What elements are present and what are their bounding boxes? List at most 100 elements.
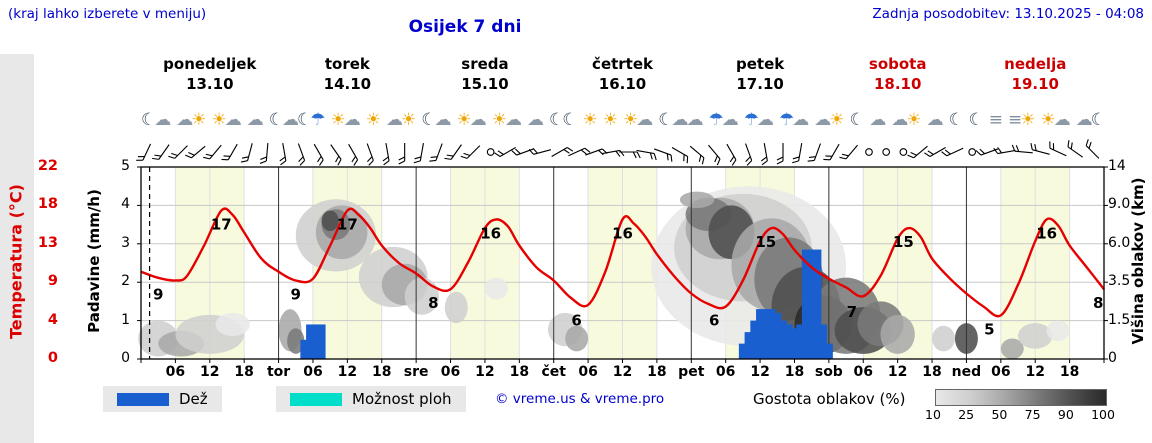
- cloud-blob: [358, 246, 428, 308]
- cloud-height-tick: 14: [1108, 158, 1126, 174]
- wind-barb-icon: [279, 143, 287, 166]
- x-axis-time-label: 18: [922, 364, 941, 380]
- cloud-blob: [674, 193, 812, 302]
- cloud-blob: [287, 328, 305, 354]
- day-date: 16.10: [598, 75, 647, 93]
- daylight-band: [175, 167, 245, 359]
- x-axis-time-label: 18: [647, 364, 666, 380]
- weather-icon: ☁: [434, 110, 452, 130]
- temperature-value-label: 6: [571, 312, 581, 330]
- weather-icon: ☾: [968, 110, 984, 130]
- wind-barb-icon: [168, 145, 188, 159]
- day-header-torek: torek 14.10: [279, 54, 417, 96]
- day-name: sreda: [461, 55, 509, 73]
- precipitation-tick: 2: [121, 273, 130, 290]
- weather-icon: ☁☾: [1075, 110, 1106, 130]
- weather-icon: ☀☁: [491, 110, 522, 130]
- cloud-blob: [834, 307, 892, 354]
- x-axis-time-label: 12: [888, 364, 907, 380]
- temperature-value-label: 9: [291, 285, 301, 303]
- temperature-value-label: 6: [709, 312, 719, 330]
- weather-icon: ☾☂: [297, 110, 326, 130]
- temperature-value-label: 16: [612, 224, 633, 242]
- wind-calm-icon: [968, 148, 977, 156]
- page-title: Osijek 7 dni: [408, 17, 522, 37]
- last-updated: Zadnja posodobitev: 13.10.2025 - 04:08: [872, 6, 1144, 22]
- wind-barb-icon: [839, 144, 858, 160]
- temperature-value-label: 8: [1093, 294, 1103, 312]
- weather-icon: ☂☁: [779, 110, 809, 130]
- cloud-height-tick: 3.5: [1108, 273, 1131, 290]
- weather-icon: ☀: [582, 110, 598, 130]
- temperature-axis-ticks: 22 18 13 9 4 0: [28, 0, 58, 443]
- x-axis-time-label: 06: [991, 364, 1010, 380]
- precipitation-tick: 0: [121, 350, 130, 366]
- cloud-blob: [138, 320, 179, 357]
- wind-barb-icon: [494, 147, 516, 157]
- daylight-band: [312, 167, 382, 359]
- cloud-blob: [547, 312, 583, 347]
- density-tick: 50: [991, 407, 1008, 422]
- cloud-blob: [932, 325, 955, 352]
- density-tick: 75: [1024, 407, 1041, 422]
- x-axis-time-label: 06: [716, 364, 735, 380]
- density-tick: 100: [1091, 407, 1115, 422]
- day-icons-četrtek: ☾ ☀ ☀ ☀☁ ☾☁: [562, 97, 688, 143]
- day-date: 18.10: [873, 75, 922, 93]
- wind-barb-icon: [602, 149, 625, 157]
- day-date: 19.10: [1011, 75, 1059, 93]
- cloud-blob: [685, 197, 755, 260]
- wind-barb-icon: [907, 145, 928, 159]
- x-axis-day-label: pet: [678, 364, 705, 380]
- wind-barb-icon: [444, 144, 462, 160]
- wind-barb-icon: [221, 143, 238, 161]
- wind-barb-icon: [528, 147, 552, 155]
- day-name: petek: [735, 55, 785, 73]
- temperature-tick: 22: [37, 158, 58, 174]
- day-icons-sobota: ☁ ☁☀ ☁ ☾: [863, 97, 969, 143]
- weather-icon: ☾☁: [268, 110, 299, 130]
- rain-bar: [744, 332, 765, 359]
- wind-barb-icon: [203, 144, 222, 160]
- wind-calm-icon: [899, 148, 908, 156]
- wind-barb-icon: [1030, 142, 1050, 155]
- rain-bar: [756, 309, 776, 359]
- wind-barb-icon: [330, 144, 342, 166]
- weather-icon: ☀☁: [456, 110, 487, 130]
- wind-barb-icon: [993, 147, 1016, 155]
- wind-barb-icon: [297, 143, 306, 166]
- day-headers: ponedeljek 13.10 torek 14.10 sreda 15.10 četrt…: [141, 54, 1104, 96]
- x-axis-day-label: sob: [815, 364, 843, 380]
- temperature-value-label: 16: [1036, 224, 1057, 242]
- wind-barb-icon: [689, 145, 705, 165]
- day-date: 13.10: [186, 75, 234, 93]
- cloud-blob: [158, 330, 205, 357]
- weather-icon: ☁☀: [386, 110, 416, 130]
- weather-icon: ☾: [549, 110, 564, 130]
- day-icons-nedelja: ☾ ≡ ≡☀ ☀☁ ☁☾: [968, 97, 1107, 143]
- rain-bar: [773, 324, 793, 359]
- wind-barb-icon: [259, 142, 269, 164]
- weather-icon: ☁☀: [814, 110, 844, 130]
- temperature-value-label: 16: [480, 224, 501, 242]
- precipitation-tick: 3: [121, 234, 130, 251]
- x-axis-day-label: tor: [267, 364, 290, 380]
- weather-icon: ☂☁: [743, 110, 774, 130]
- temperature-value-label: 17: [211, 216, 232, 234]
- wind-barb-icon: [185, 145, 206, 159]
- cloud-blob: [565, 325, 589, 352]
- wind-barb-icon: [760, 143, 768, 166]
- wind-calm-icon: [882, 148, 891, 156]
- day-header-ponedeljek: ponedeljek 13.10: [141, 54, 279, 96]
- temperature-value-label: 15: [893, 233, 914, 251]
- x-axis-time-label: 06: [303, 364, 322, 380]
- rain-bar: [796, 324, 816, 359]
- rain-bar: [761, 312, 782, 359]
- cloud-blob: [954, 323, 978, 354]
- cloud-blob: [811, 277, 881, 354]
- day-name: četrtek: [592, 55, 653, 73]
- day-icons-torek: ☾☂ ☀☁ ☀ ☁☀ ☾: [297, 97, 437, 143]
- wind-barb-icon: [726, 143, 737, 166]
- cloud-height-tick: 6.0: [1108, 234, 1131, 251]
